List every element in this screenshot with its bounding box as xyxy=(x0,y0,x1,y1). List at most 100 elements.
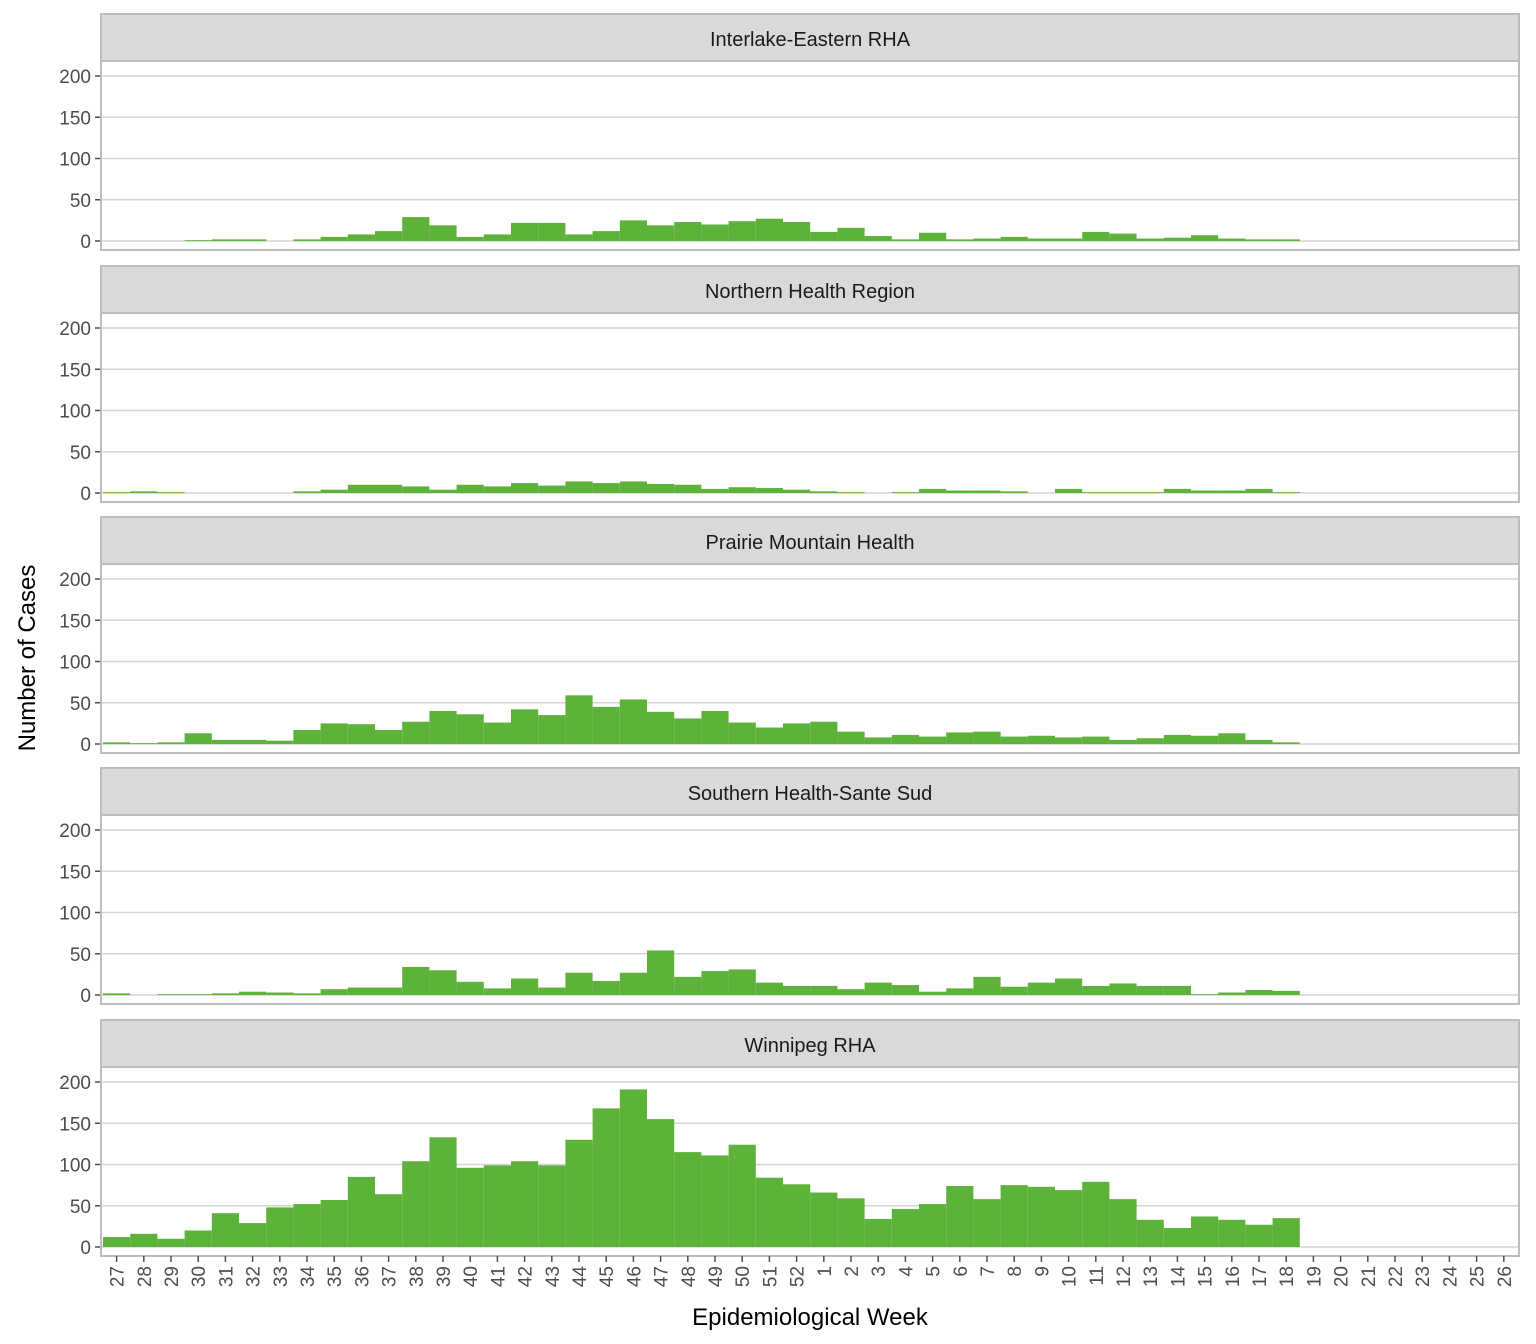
bar xyxy=(184,733,212,744)
bar xyxy=(511,483,539,493)
bar xyxy=(184,994,212,995)
bar xyxy=(783,1184,811,1247)
bar xyxy=(320,723,348,744)
bar xyxy=(1000,1185,1028,1247)
bar xyxy=(701,224,729,241)
bar xyxy=(211,1213,239,1247)
bar xyxy=(402,217,430,241)
bar xyxy=(320,489,348,493)
x-tick-label: 36 xyxy=(352,1266,373,1287)
bar xyxy=(810,1192,838,1247)
bar xyxy=(239,991,267,995)
bar xyxy=(184,240,212,241)
bar xyxy=(728,1144,756,1247)
x-tick-label: 23 xyxy=(1413,1266,1434,1287)
bar xyxy=(239,1223,267,1247)
bar xyxy=(810,231,838,241)
bar xyxy=(1109,983,1137,995)
bar xyxy=(1191,735,1219,744)
bar xyxy=(728,487,756,493)
bar xyxy=(837,989,865,995)
panel-border xyxy=(100,1066,1520,1257)
bar xyxy=(619,220,647,241)
bar xyxy=(320,236,348,241)
bar xyxy=(973,238,1001,241)
panel-border xyxy=(100,563,1520,754)
bar xyxy=(538,485,566,493)
bar xyxy=(647,950,675,995)
bar xyxy=(320,989,348,995)
bar xyxy=(429,711,457,744)
y-tick-label: 150 xyxy=(59,1114,91,1135)
bar xyxy=(1163,237,1191,241)
x-tick-label: 51 xyxy=(760,1266,781,1287)
x-axis: 27 28 29 30 31 32 33 34 35 36 37 38 39 40 41 42 43 44 45 46… xyxy=(108,1256,1516,1287)
bar xyxy=(511,222,539,241)
x-tick-label: 20 xyxy=(1332,1266,1353,1287)
bar xyxy=(946,1185,974,1247)
bar xyxy=(293,239,321,241)
x-tick-label: 19 xyxy=(1304,1266,1325,1287)
bar xyxy=(538,715,566,744)
bar xyxy=(592,483,620,493)
panel-title: Northern Health Region xyxy=(705,281,915,303)
bar xyxy=(891,492,919,493)
bar xyxy=(429,225,457,241)
panel-title: Interlake-Eastern RHA xyxy=(710,29,911,51)
panel-title: Winnipeg RHA xyxy=(744,1035,876,1057)
bar xyxy=(293,491,321,493)
x-tick-label: 27 xyxy=(108,1266,129,1287)
bar xyxy=(1272,1218,1300,1247)
bar xyxy=(1136,1219,1164,1247)
bar xyxy=(266,740,294,744)
x-tick-label: 5 xyxy=(924,1266,945,1277)
bar xyxy=(755,727,783,744)
bar xyxy=(973,976,1001,995)
x-tick-label: 26 xyxy=(1495,1266,1516,1287)
y-tick-label: 0 xyxy=(80,986,91,1007)
bar xyxy=(1027,982,1055,995)
bar xyxy=(891,985,919,995)
bar xyxy=(592,231,620,241)
panel: Northern Health Region 0 50 100 150 200 xyxy=(59,265,1520,505)
panel-strip xyxy=(100,13,1520,62)
bar xyxy=(755,218,783,241)
y-tick-label: 200 xyxy=(59,1073,91,1094)
bar xyxy=(1055,978,1083,995)
bar xyxy=(864,236,892,241)
panel: Winnipeg RHA 0 50 100 150 200 xyxy=(59,1019,1520,1259)
x-tick-label: 38 xyxy=(407,1266,428,1287)
bar xyxy=(347,234,375,241)
panel: Interlake-Eastern RHA 0 50 100 150 200 xyxy=(59,13,1520,253)
x-tick-label: 48 xyxy=(679,1266,700,1287)
bar xyxy=(946,988,974,995)
y-tick-label: 150 xyxy=(59,108,91,129)
bar xyxy=(946,490,974,493)
x-tick-label: 45 xyxy=(597,1266,618,1287)
bar xyxy=(293,729,321,744)
y-tick-label: 50 xyxy=(70,443,91,464)
bar xyxy=(864,1218,892,1247)
bar xyxy=(565,695,593,744)
bar xyxy=(293,993,321,995)
bar xyxy=(647,483,675,493)
x-tick-label: 32 xyxy=(244,1266,265,1287)
bar xyxy=(1191,235,1219,241)
bar xyxy=(1218,238,1246,241)
x-tick-label: 50 xyxy=(733,1266,754,1287)
bar xyxy=(483,234,511,241)
bar xyxy=(1191,490,1219,493)
bar xyxy=(1082,231,1110,241)
bar xyxy=(837,1198,865,1247)
y-tick-label: 100 xyxy=(59,653,91,674)
y-tick-label: 200 xyxy=(59,821,91,842)
bar xyxy=(674,1152,702,1247)
bar xyxy=(919,991,947,995)
panel: Prairie Mountain Health 0 50 100 150 200 xyxy=(59,516,1520,756)
bar xyxy=(701,1155,729,1247)
bar xyxy=(565,1139,593,1247)
bar xyxy=(1136,492,1164,493)
bar xyxy=(1082,1181,1110,1247)
x-tick-label: 31 xyxy=(216,1266,237,1287)
x-tick-label: 35 xyxy=(325,1266,346,1287)
